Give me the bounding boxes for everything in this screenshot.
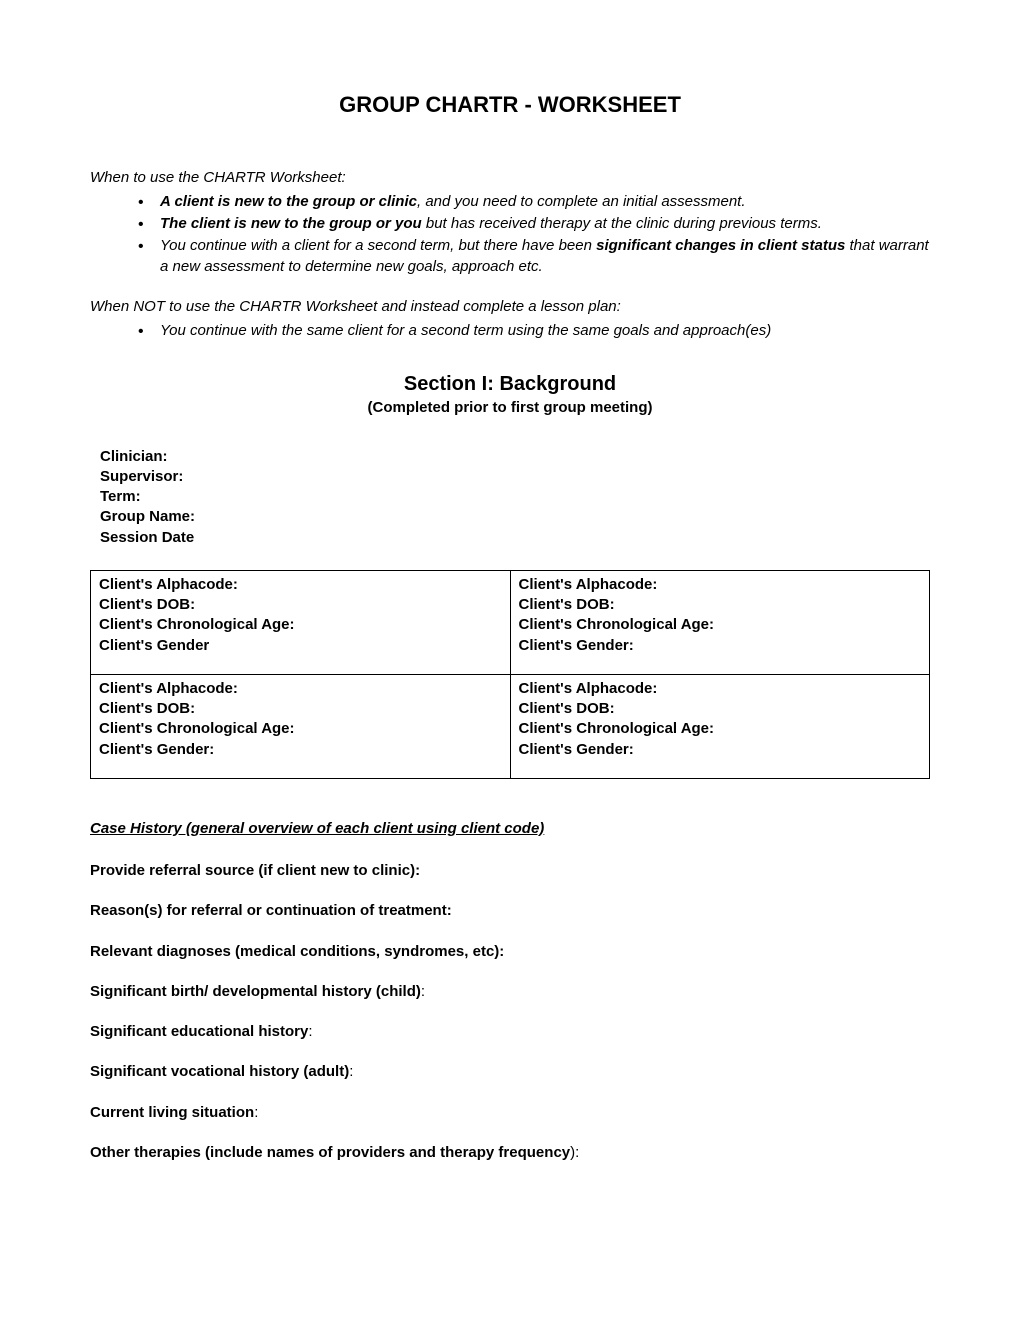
section-subtitle: (Completed prior to first group meeting) bbox=[90, 398, 930, 418]
client-dob-label: Client's DOB: bbox=[99, 595, 502, 615]
client-dob-label: Client's DOB: bbox=[519, 699, 922, 719]
when-use-rest: but has received therapy at the clinic d… bbox=[422, 215, 822, 232]
client-cell: Client's Alphacode: Client's DOB: Client… bbox=[510, 674, 930, 778]
section-title: Section I: Background bbox=[90, 371, 930, 398]
when-use-bold: A client is new to the group or clinic bbox=[160, 193, 417, 210]
client-gender-label: Client's Gender bbox=[99, 636, 502, 656]
client-age-label: Client's Chronological Age: bbox=[519, 615, 922, 635]
when-use-rest: , and you need to complete an initial as… bbox=[417, 193, 746, 210]
when-use-item: A client is new to the group or clinic, … bbox=[138, 192, 930, 212]
when-not-list: You continue with the same client for a … bbox=[90, 321, 930, 341]
session-date-label: Session Date bbox=[100, 528, 930, 548]
living-situation-prompt: Current living situation: bbox=[90, 1103, 930, 1123]
client-gender-label: Client's Gender: bbox=[519, 740, 922, 760]
group-name-label: Group Name: bbox=[100, 507, 930, 527]
client-cell: Client's Alphacode: Client's DOB: Client… bbox=[510, 570, 930, 674]
when-use-bold: The client is new to the group or you bbox=[160, 215, 422, 232]
client-alphacode-label: Client's Alphacode: bbox=[99, 679, 502, 699]
client-cell: Client's Alphacode: Client's DOB: Client… bbox=[91, 570, 511, 674]
reasons-prompt: Reason(s) for referral or continuation o… bbox=[90, 901, 930, 921]
client-table: Client's Alphacode: Client's DOB: Client… bbox=[90, 570, 930, 779]
when-not-heading: When NOT to use the CHARTR Worksheet and… bbox=[90, 297, 930, 317]
when-use-item: You continue with a client for a second … bbox=[138, 236, 930, 277]
client-alphacode-label: Client's Alphacode: bbox=[99, 575, 502, 595]
term-label: Term: bbox=[100, 487, 930, 507]
client-cell: Client's Alphacode: Client's DOB: Client… bbox=[91, 674, 511, 778]
client-age-label: Client's Chronological Age: bbox=[99, 615, 502, 635]
when-use-bold: significant changes in client status bbox=[596, 237, 845, 254]
client-alphacode-label: Client's Alphacode: bbox=[519, 679, 922, 699]
client-dob-label: Client's DOB: bbox=[99, 699, 502, 719]
client-age-label: Client's Chronological Age: bbox=[519, 719, 922, 739]
when-use-item: The client is new to the group or you bu… bbox=[138, 214, 930, 234]
client-alphacode-label: Client's Alphacode: bbox=[519, 575, 922, 595]
client-age-label: Client's Chronological Age: bbox=[99, 719, 502, 739]
supervisor-label: Supervisor: bbox=[100, 467, 930, 487]
case-history-heading: Case History (general overview of each c… bbox=[90, 819, 930, 839]
birth-history-prompt: Significant birth/ developmental history… bbox=[90, 982, 930, 1002]
vocation-history-prompt: Significant vocational history (adult): bbox=[90, 1062, 930, 1082]
client-gender-label: Client's Gender: bbox=[99, 740, 502, 760]
other-therapies-prompt: Other therapies (include names of provid… bbox=[90, 1143, 930, 1163]
when-not-item: You continue with the same client for a … bbox=[138, 321, 930, 341]
client-dob-label: Client's DOB: bbox=[519, 595, 922, 615]
info-block: Clinician: Supervisor: Term: Group Name:… bbox=[100, 447, 930, 548]
when-use-list: A client is new to the group or clinic, … bbox=[90, 192, 930, 277]
referral-source-prompt: Provide referral source (if client new t… bbox=[90, 861, 930, 881]
client-gender-label: Client's Gender: bbox=[519, 636, 922, 656]
diagnoses-prompt: Relevant diagnoses (medical conditions, … bbox=[90, 942, 930, 962]
education-history-prompt: Significant educational history: bbox=[90, 1022, 930, 1042]
document-title: GROUP CHARTR - WORKSHEET bbox=[90, 90, 930, 120]
when-use-heading: When to use the CHARTR Worksheet: bbox=[90, 168, 930, 188]
when-use-pre: You continue with a client for a second … bbox=[160, 237, 596, 254]
clinician-label: Clinician: bbox=[100, 447, 930, 467]
